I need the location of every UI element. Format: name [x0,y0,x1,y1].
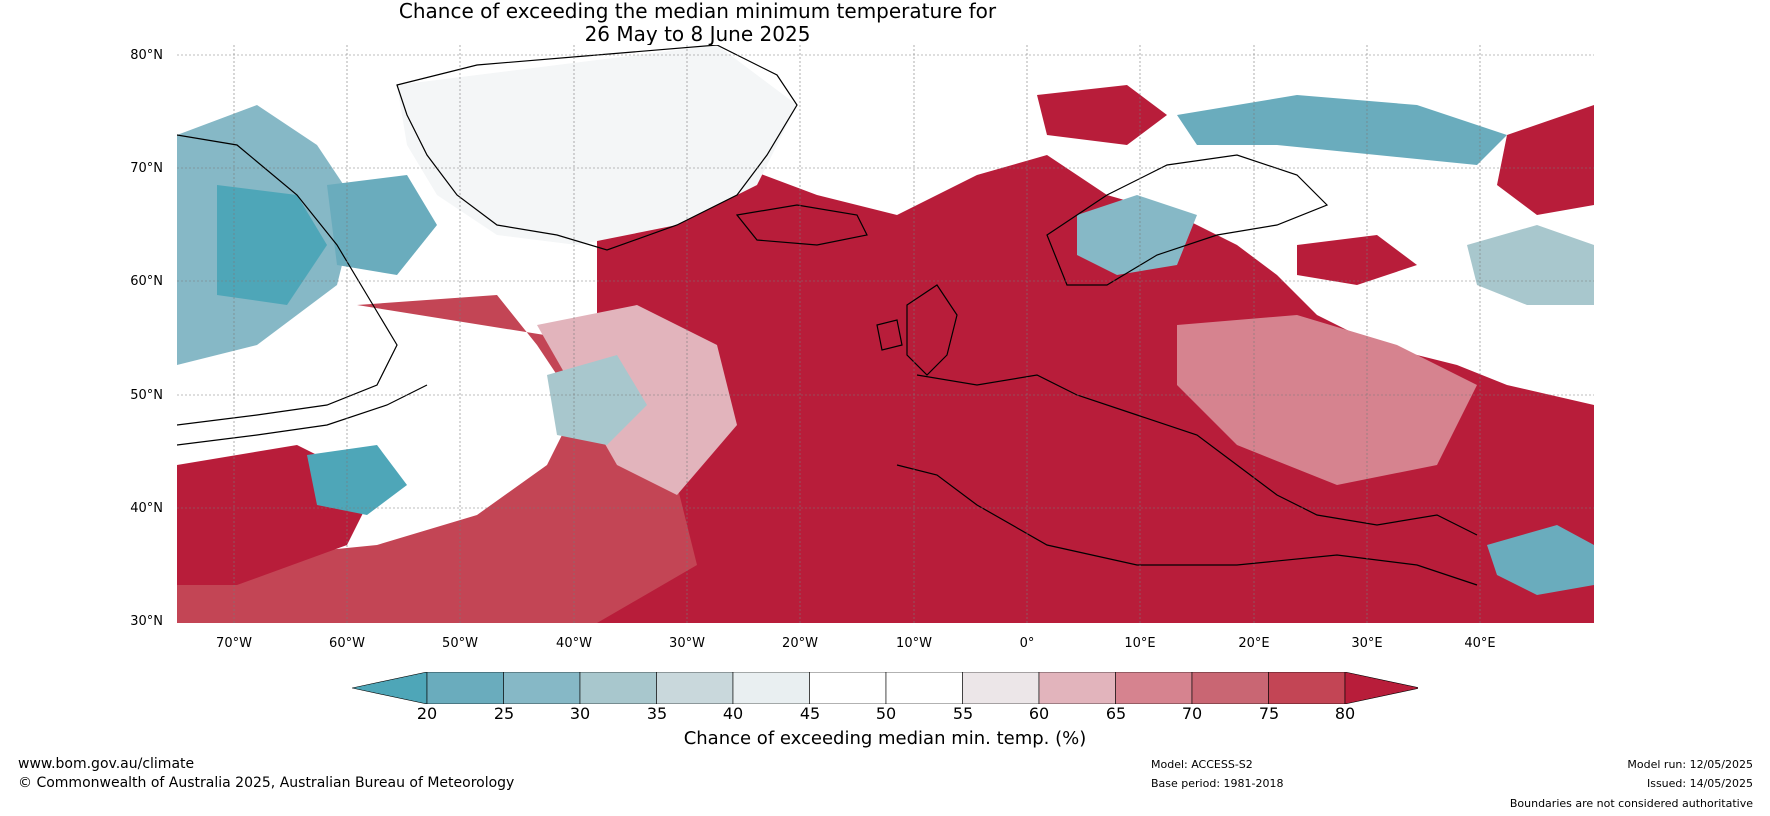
usa-coast [177,384,428,446]
coastlines [177,45,1478,586]
title-line-1: Chance of exceeding the median minimum t… [398,0,997,23]
europe-coast [916,374,1478,536]
footer-model-run: Model run: 12/05/2025 [1627,758,1753,771]
lat-label-60n: 60°N [130,274,163,289]
probability-map [177,45,1594,623]
colorbar-tick-65: 65 [1105,704,1127,723]
lon-label-30e: 30°E [1351,636,1383,651]
colorbar-tick-20: 20 [416,704,438,723]
colorbar-arrow-low [352,672,428,704]
colorbar-label: Chance of exceeding median min. temp. (%… [683,728,1087,749]
cool-region-middle-east [1487,525,1594,595]
lon-label-30w: 30°W [669,636,705,651]
colorbar-tick-70: 70 [1181,704,1203,723]
greenland-region [397,45,797,245]
colorbar-tick-55: 55 [952,704,974,723]
colorbar-tick-60: 60 [1028,704,1050,723]
lon-label-40w: 40°W [556,636,592,651]
lon-label-60w: 60°W [329,636,365,651]
lon-label-50w: 50°W [442,636,478,651]
cool-region-midatlantic [547,355,647,445]
canada-coast [177,134,398,426]
lat-label-50n: 50°N [130,388,163,403]
cool-region-labrador [327,175,437,275]
cool-core-canada [217,185,327,305]
warm-region-svalbard [1037,85,1167,145]
lat-label-40n: 40°N [130,501,163,516]
warm-region-atlantic [597,155,1594,623]
colorbar-bin-5 [732,672,810,704]
colorbar-bin-10 [1115,672,1193,704]
lat-label-70n: 70°N [130,161,163,176]
lon-label-10w: 10°W [896,636,932,651]
lat-label-80n: 80°N [130,48,163,63]
cool-region-russia [1467,225,1594,305]
lon-label-0: 0° [1019,636,1035,651]
colorbar-tick-30: 30 [569,704,591,723]
colorbar-cells [352,672,1418,704]
colorbar-bin-8 [962,672,1040,704]
lon-label-40e: 40°E [1464,636,1496,651]
colorbar-bin-6 [809,672,887,704]
colorbar-tick-35: 35 [646,704,668,723]
colorbar-bin-12 [1268,672,1346,704]
colorbar-tick-40: 40 [722,704,744,723]
footer-model: Model: ACCESS-S2 [1151,758,1253,771]
north-africa-coast [896,464,1478,586]
lon-label-20e: 20°E [1238,636,1270,651]
ireland-coast [876,319,903,351]
iceland-coast [735,204,868,246]
colorbar-tick-45: 45 [799,704,821,723]
colorbar-bin-4 [656,672,734,704]
lat-label-30n: 30°N [130,614,163,629]
colorbar-tick-25: 25 [493,704,515,723]
colorbar-bin-3 [579,672,657,704]
britain-coast [906,284,958,376]
footer-copyright: © Commonwealth of Australia 2025, Austra… [18,775,515,791]
cool-region-newfoundland [307,445,407,515]
footer-issued: Issued: 14/05/2025 [1646,777,1753,790]
warm-region-finland [1297,235,1417,285]
lon-label-10e: 10°E [1124,636,1156,651]
colorbar-bin-11 [1191,672,1269,704]
colorbar-bin-2 [503,672,581,704]
footer-url: www.bom.gov.au/climate [18,756,195,772]
cool-region-scandinavia [1077,195,1197,275]
title-line-2: 26 May to 8 June 2025 [584,22,811,46]
map-title: Chance of exceeding the median minimum t… [0,0,1395,46]
map-canvas [177,45,1594,623]
lon-label-70w: 70°W [216,636,252,651]
colorbar-bin-1 [426,672,504,704]
greenland-coast [396,45,798,251]
graticule [177,45,1594,623]
lon-label-20w: 20°W [782,636,818,651]
scandinavia-coast [1046,154,1329,286]
colorbar-arrow-high [1344,672,1418,704]
moderate-region-europe [1177,315,1477,485]
colorbar-bin-7 [885,672,963,704]
cool-region-arctic [1177,95,1507,165]
colorbar [352,672,1418,704]
footer-base-period: Base period: 1981-2018 [1151,777,1284,790]
footer-disclaimer: Boundaries are not considered authoritat… [1509,797,1753,810]
colorbar-tick-50: 50 [875,704,897,723]
colorbar-bin-9 [1038,672,1116,704]
colorbar-tick-80: 80 [1334,704,1356,723]
colorbar-tick-75: 75 [1258,704,1280,723]
warm-region-barents [1497,105,1594,215]
